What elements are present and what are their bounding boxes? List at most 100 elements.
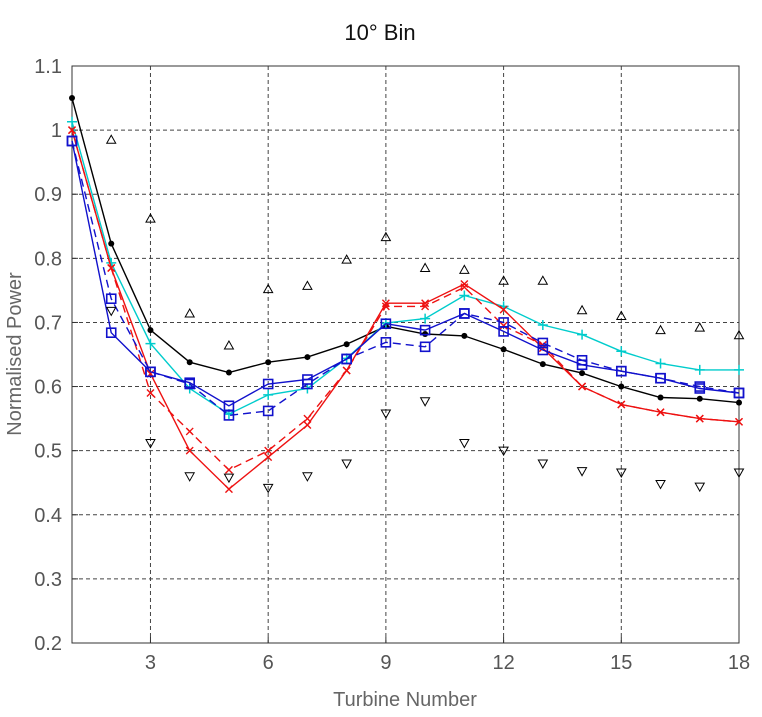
y-tick-label: 0.4	[34, 505, 62, 527]
series-2	[67, 116, 744, 420]
series-line	[71, 97, 740, 404]
data-point	[184, 307, 196, 318]
data-point	[262, 283, 274, 294]
data-point	[616, 346, 627, 357]
y-tick-label: 1	[51, 120, 62, 142]
data-point	[419, 397, 431, 407]
data-point	[419, 262, 431, 272]
series-line	[71, 129, 740, 471]
data-point	[302, 378, 313, 390]
data-point	[695, 414, 704, 423]
data-point	[615, 365, 627, 377]
data-point	[108, 240, 115, 247]
y-tick-label: 0.5	[34, 441, 62, 463]
data-point	[655, 372, 666, 384]
data-point	[733, 329, 745, 340]
data-point	[694, 364, 705, 375]
data-point	[576, 467, 588, 477]
series-6	[66, 135, 745, 421]
data-point	[304, 354, 311, 361]
data-point	[655, 358, 666, 369]
data-point	[694, 482, 706, 493]
plot-frame	[71, 65, 740, 644]
data-point	[105, 306, 117, 317]
data-point	[223, 473, 235, 484]
data-point	[341, 353, 352, 365]
y-tick-label: 0.7	[34, 312, 62, 334]
data-point	[539, 361, 546, 368]
data-point	[224, 485, 233, 494]
data-point	[303, 421, 312, 430]
data-point	[420, 313, 431, 324]
data-point	[537, 275, 549, 285]
data-point	[537, 459, 549, 470]
y-tick-label: 0.3	[34, 569, 62, 591]
data-point	[69, 95, 75, 102]
data-point	[380, 337, 392, 348]
x-tick-label: 12	[492, 652, 514, 674]
chart-title: 10° Bin	[344, 20, 415, 45]
data-point	[576, 354, 588, 366]
data-point	[105, 134, 117, 144]
y-axis-title: Normalised Power	[4, 272, 26, 436]
data-point	[696, 395, 703, 402]
x-tick-label: 15	[610, 652, 632, 674]
series-5	[66, 135, 745, 412]
y-tick-label: 0.2	[34, 633, 62, 655]
data-point	[185, 446, 194, 455]
data-point	[458, 438, 470, 449]
data-point	[262, 405, 274, 417]
data-point	[577, 329, 588, 340]
data-point	[460, 283, 469, 292]
data-point	[735, 417, 743, 426]
data-point	[498, 446, 509, 457]
data-point	[655, 324, 666, 335]
data-point	[186, 359, 193, 366]
data-point	[380, 231, 392, 242]
data-point	[657, 394, 664, 401]
data-point	[381, 299, 390, 308]
data-point	[145, 438, 156, 449]
data-point	[734, 364, 744, 375]
data-point	[184, 378, 196, 390]
data-point	[419, 324, 431, 336]
data-point	[223, 410, 235, 421]
data-point	[578, 382, 587, 391]
data-point	[225, 369, 232, 376]
data-point	[576, 304, 588, 315]
data-point	[537, 344, 549, 356]
grid	[72, 66, 739, 643]
data-point	[107, 263, 116, 272]
series-4	[68, 126, 743, 474]
data-point	[302, 472, 313, 482]
data-point	[615, 468, 627, 478]
y-axis: 0.2 0.3 0.4 0.5 0.6 0.7 0.8 0.9 1 1.1	[34, 56, 78, 655]
data-point	[499, 321, 508, 330]
data-point	[341, 459, 353, 470]
data-point	[343, 341, 350, 348]
data-point	[736, 399, 742, 406]
series-line	[71, 121, 739, 415]
data-point	[145, 338, 156, 349]
data-point	[302, 280, 313, 290]
data-point	[224, 465, 233, 474]
data-point	[461, 332, 468, 339]
data-point	[184, 472, 196, 482]
series-7	[105, 134, 745, 350]
series-layer	[66, 95, 745, 494]
y-tick-label: 0.9	[34, 184, 62, 206]
data-point	[498, 317, 509, 328]
data-point	[694, 322, 706, 332]
data-point	[618, 383, 625, 390]
data-point	[458, 264, 470, 274]
data-point	[655, 480, 666, 490]
x-tick-label: 18	[728, 652, 750, 674]
data-point	[656, 408, 665, 417]
data-point	[105, 327, 117, 339]
data-point	[537, 337, 549, 349]
y-tick-label: 0.8	[34, 248, 62, 270]
data-point	[421, 302, 430, 311]
data-point	[459, 290, 470, 301]
data-point	[617, 400, 626, 409]
